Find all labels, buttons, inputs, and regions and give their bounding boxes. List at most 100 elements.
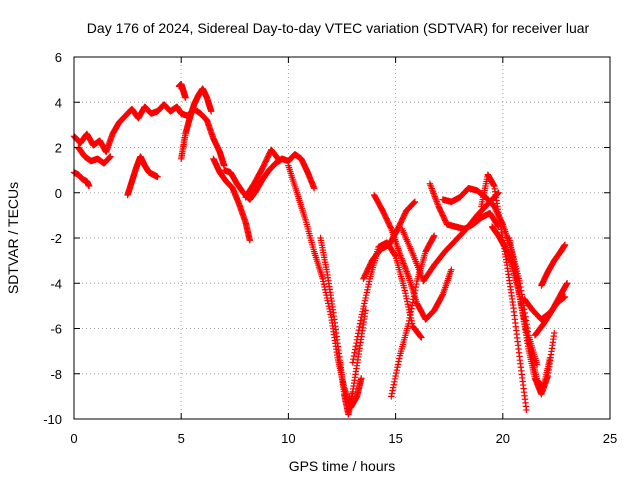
series-7 (210, 155, 254, 244)
data-point-dense (364, 283, 372, 291)
data-point-dense (394, 364, 401, 371)
data-point-dense (354, 333, 361, 340)
series-19 (478, 171, 530, 414)
data-point-dense (407, 311, 414, 318)
data-point (533, 361, 541, 368)
data-point-dense (408, 305, 415, 312)
data-point-dense (363, 289, 371, 296)
data-point (551, 329, 558, 337)
data-points (70, 80, 571, 418)
data-point-dense (410, 296, 417, 303)
data-point (182, 94, 189, 101)
data-point-dense (404, 301, 412, 308)
y-tick-label: -2 (50, 231, 62, 246)
data-point-dense (350, 352, 358, 360)
series-17 (426, 180, 502, 233)
data-point (154, 173, 161, 181)
data-point-dense (389, 384, 397, 391)
data-point-dense (356, 323, 363, 331)
y-tick-label: -10 (43, 412, 62, 427)
data-point (418, 334, 425, 341)
y-tick-label: 0 (55, 186, 62, 201)
data-point-dense (402, 290, 409, 297)
series-21 (506, 234, 558, 398)
data-point-dense (410, 199, 417, 207)
data-point-dense (350, 356, 357, 363)
data-point-dense (388, 390, 396, 397)
data-point-dense (353, 336, 361, 344)
series-11 (317, 234, 369, 418)
data-point-dense (391, 378, 398, 386)
data-point (208, 108, 215, 115)
data-point (563, 280, 571, 287)
x-tick-label: 20 (496, 431, 510, 446)
data-point-dense (438, 292, 446, 299)
data-point-dense (320, 281, 328, 288)
data-point-dense (365, 281, 372, 288)
data-point-dense (276, 157, 283, 164)
data-point-dense (325, 302, 333, 310)
series-16 (398, 189, 502, 285)
y-tick-label: -8 (50, 367, 62, 382)
data-point-dense (407, 308, 415, 315)
data-point-dense (355, 326, 363, 334)
data-point-dense (390, 381, 397, 388)
data-point (405, 320, 412, 328)
data-point-dense (351, 346, 359, 353)
data-point-dense (412, 286, 419, 294)
data-point-dense (411, 290, 418, 297)
data-point-dense (406, 314, 413, 322)
data-point (400, 284, 408, 291)
y-tick-label: -4 (50, 276, 62, 291)
data-point (358, 313, 365, 321)
data-point-dense (361, 297, 369, 304)
data-point (349, 359, 356, 366)
data-point-dense (408, 302, 416, 309)
data-point (388, 393, 395, 400)
axis-ticks (73, 56, 611, 420)
y-tick-label: -6 (50, 322, 62, 337)
data-point-dense (353, 339, 360, 347)
data-point-dense (411, 199, 418, 206)
x-tick-label: 10 (281, 431, 295, 446)
data-point (430, 232, 438, 239)
data-point-dense (401, 287, 408, 294)
data-point-dense (430, 233, 437, 241)
y-tick-labels: -10 -8 -6 -4 -2 0 2 4 6 (43, 50, 62, 427)
y-tick-label: 6 (55, 50, 62, 65)
data-point-dense (409, 299, 416, 306)
chart-title: Day 176 of 2024, Sidereal Day-to-day VTE… (87, 20, 590, 36)
series-2 (70, 169, 93, 190)
data-point-dense (362, 294, 369, 302)
data-point-dense (417, 333, 424, 340)
data-point-dense (392, 372, 399, 380)
series-1 (70, 101, 228, 169)
data-point-dense (320, 278, 327, 285)
data-point (411, 198, 419, 205)
data-point-dense (393, 366, 401, 374)
data-point-dense (356, 320, 364, 327)
data-point (523, 406, 530, 414)
data-point (276, 157, 284, 165)
x-tick-label: 15 (388, 431, 402, 446)
data-point-dense (366, 278, 373, 285)
data-point-dense (393, 369, 400, 377)
data-point-dense (403, 295, 410, 302)
data-point-dense (402, 292, 410, 300)
data-point-dense (391, 251, 399, 259)
series-24 (531, 280, 571, 339)
x-tick-label: 0 (70, 431, 77, 446)
data-point-dense (412, 283, 420, 291)
series-5 (178, 85, 215, 163)
series-9 (242, 146, 284, 201)
series-4 (124, 153, 161, 199)
data-point (561, 241, 569, 248)
data-point (319, 275, 326, 282)
data-point (246, 237, 254, 244)
y-tick-label: 2 (55, 141, 62, 156)
data-point-dense (410, 293, 418, 300)
series-6 (175, 80, 189, 101)
data-point-dense (352, 343, 359, 350)
x-tick-label: 25 (603, 431, 617, 446)
